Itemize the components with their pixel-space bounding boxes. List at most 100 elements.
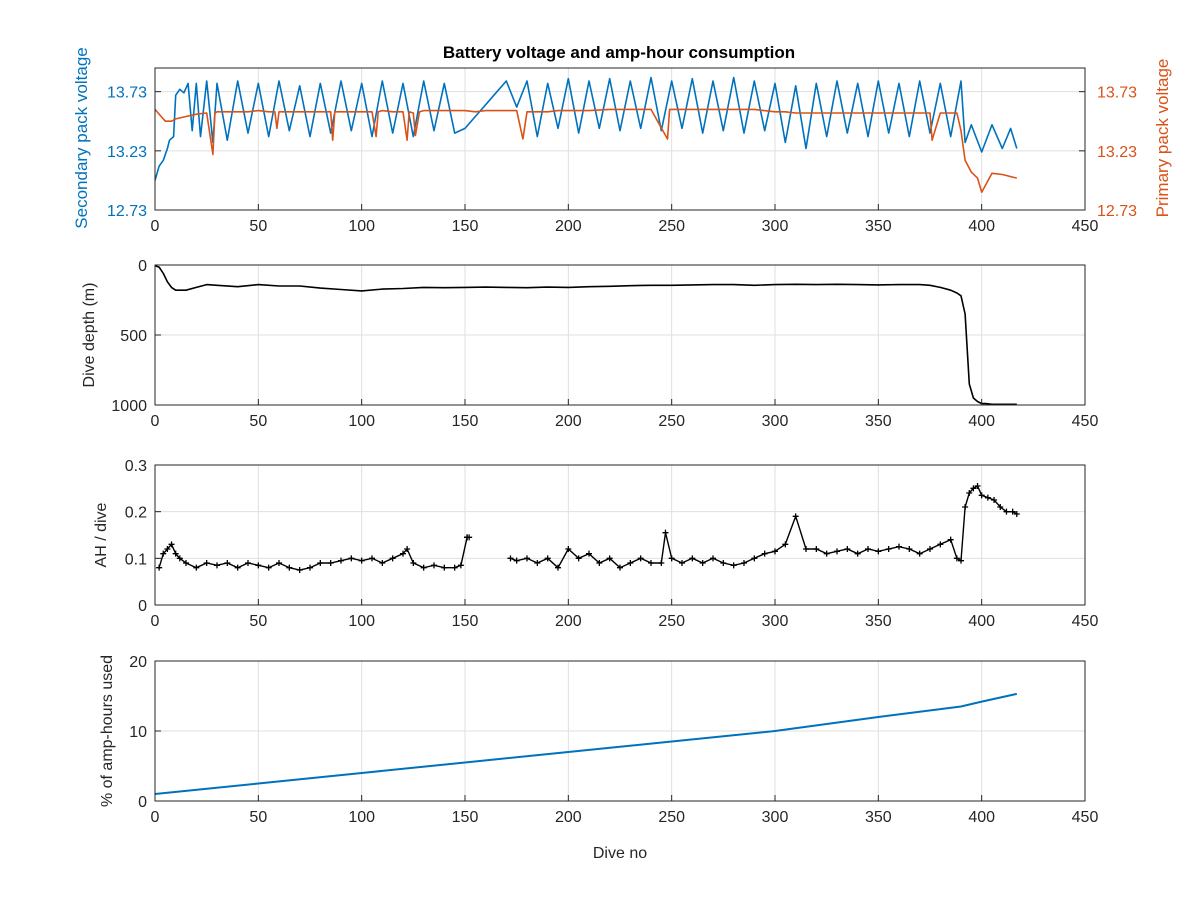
data-point — [410, 560, 417, 566]
x-tick-label: 250 — [658, 218, 685, 235]
x-tick-label: 100 — [348, 613, 375, 630]
x-tick-label: 200 — [555, 613, 582, 630]
data-point — [524, 555, 530, 562]
data-point — [265, 564, 272, 571]
y-tick-label: 0.3 — [125, 458, 147, 475]
data-point — [648, 560, 654, 566]
data-point — [431, 562, 437, 569]
data-point — [1009, 508, 1016, 515]
data-point — [451, 564, 458, 571]
subplot-voltage-x-ticks: 0 50 100 150 200 250 300 350 400 450 — [151, 204, 1099, 235]
x-tick-label: 250 — [658, 809, 685, 826]
data-point — [792, 513, 799, 520]
y-tick-label: 13.23 — [107, 144, 147, 161]
data-point — [176, 555, 183, 562]
subplot-depth-y-ticks: 0 500 1000 — [111, 258, 161, 415]
data-point — [865, 546, 871, 552]
data-point — [896, 543, 902, 550]
data-point — [1003, 508, 1010, 515]
data-point — [466, 534, 473, 541]
data-point — [689, 555, 696, 562]
x-tick-label: 350 — [865, 809, 892, 826]
data-point — [710, 555, 716, 562]
secondary-voltage-line — [154, 76, 1018, 181]
data-point — [751, 555, 758, 562]
x-tick-label: 350 — [865, 413, 892, 430]
data-point — [389, 555, 396, 562]
subplot-ah-ylabel: AH / dive — [93, 502, 110, 567]
data-point — [404, 546, 411, 552]
data-point — [730, 562, 737, 569]
subplot-voltage: 0 50 100 150 200 250 300 350 400 450 12.73 13.23 13… — [72, 47, 1172, 235]
y-tick-label: 0 — [138, 598, 147, 615]
data-point — [927, 546, 933, 552]
subplot-ah-y-ticks: 0 0.1 0.2 0.3 — [125, 458, 161, 615]
subplot-percent-xlabel: Dive no — [593, 845, 647, 862]
data-point — [575, 555, 582, 562]
subplot-ah-plot — [156, 483, 1020, 573]
x-tick-label: 100 — [348, 413, 375, 430]
data-point — [164, 546, 171, 552]
y-tick-label: 13.73 — [107, 85, 147, 102]
data-point — [168, 541, 175, 548]
data-point — [586, 550, 592, 557]
x-tick-label: 0 — [151, 218, 160, 235]
data-point — [782, 541, 789, 548]
x-tick-label: 150 — [452, 809, 479, 826]
subplot-voltage-ylabel-left: Secondary pack voltage — [72, 47, 91, 228]
data-point — [813, 546, 820, 552]
figure-title: Battery voltage and amp-hour consumption — [443, 43, 795, 62]
subplot-voltage-frame — [154, 67, 1086, 211]
data-point — [358, 557, 365, 564]
x-tick-label: 450 — [1072, 218, 1099, 235]
data-point — [803, 546, 809, 552]
subplot-percent-ylabel: % of amp-hours used — [99, 655, 116, 807]
data-point — [214, 562, 220, 569]
data-point — [276, 560, 282, 566]
data-point — [596, 560, 603, 566]
x-tick-label: 100 — [348, 218, 375, 235]
data-point — [617, 564, 623, 571]
data-point — [513, 557, 520, 564]
x-tick-label: 0 — [151, 613, 160, 630]
x-tick-label: 450 — [1072, 809, 1099, 826]
subplot-depth-ylabel: Dive depth (m) — [81, 283, 98, 388]
subplot-ah-grid — [154, 464, 1086, 606]
x-tick-label: 50 — [249, 613, 267, 630]
data-point — [978, 492, 985, 499]
data-point — [327, 560, 334, 566]
x-tick-label: 50 — [249, 809, 267, 826]
data-point — [662, 529, 669, 536]
y-tick-label-right: 13.23 — [1097, 144, 1137, 161]
x-tick-label: 150 — [452, 218, 479, 235]
x-tick-label: 400 — [968, 218, 995, 235]
data-point — [245, 560, 251, 566]
data-point — [953, 555, 960, 562]
x-tick-label: 150 — [452, 413, 479, 430]
data-point — [970, 485, 977, 492]
y-tick-label-right: 13.73 — [1097, 85, 1137, 102]
primary-voltage-line — [154, 108, 1017, 193]
x-tick-label: 300 — [762, 809, 789, 826]
depth-line — [154, 264, 1017, 406]
data-point — [317, 560, 324, 566]
x-tick-label: 400 — [968, 809, 995, 826]
data-point — [156, 564, 163, 571]
x-tick-label: 50 — [249, 413, 267, 430]
x-tick-label: 250 — [658, 613, 685, 630]
data-point — [420, 564, 427, 571]
data-point — [997, 504, 1004, 510]
y-tick-label-right: 12.73 — [1097, 203, 1137, 220]
x-tick-label: 100 — [348, 809, 375, 826]
data-point — [658, 560, 665, 566]
y-tick-label: 0.2 — [125, 505, 147, 522]
data-point — [834, 548, 840, 555]
data-point — [203, 560, 210, 566]
data-point — [307, 564, 313, 571]
ah-per-dive-trace — [158, 485, 1018, 571]
y-tick-label: 0 — [138, 794, 147, 811]
data-point — [296, 567, 303, 573]
subplot-percent: 0 50 100 150 200 250 300 350 400 450 0 10 20 % of a… — [99, 654, 1098, 862]
data-point — [172, 550, 179, 557]
data-point — [875, 548, 882, 555]
